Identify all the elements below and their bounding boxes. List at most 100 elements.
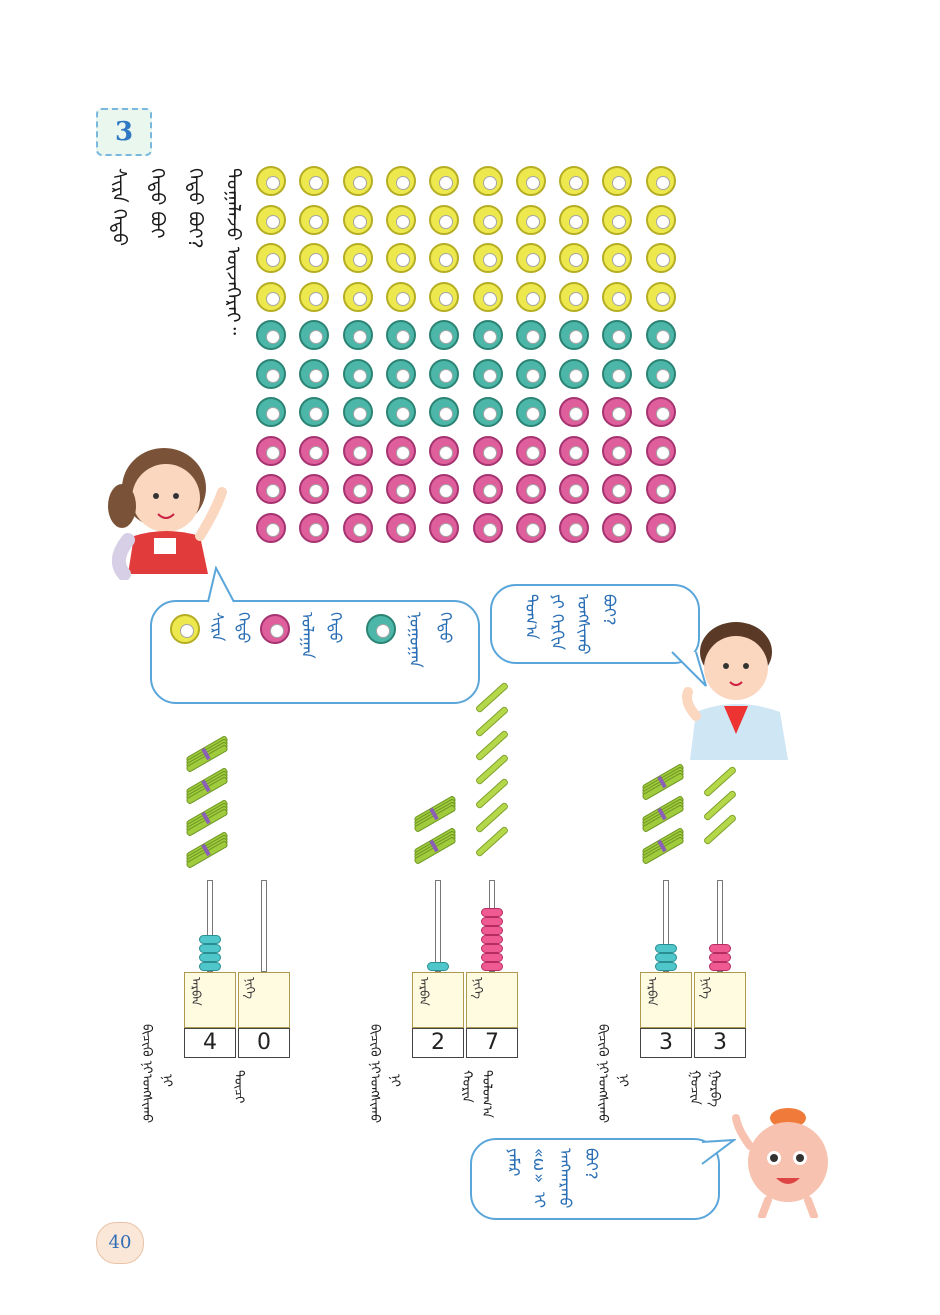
girl-illustration: [108, 448, 227, 580]
yellow-coin: [515, 166, 546, 196]
teal-coin: [515, 397, 546, 427]
pink-coin: [256, 435, 286, 466]
stick-bundle-icon: [640, 794, 686, 834]
bubble-segment: ᠨᠣᠭᠣᠭᠠᠨ: [406, 612, 425, 668]
problem-number-badge: 3: [96, 108, 152, 156]
apple-mascot-illustration: [732, 1108, 828, 1218]
question-line: ᠬᠡᠳᠦ ᠪᠣᠢ?: [184, 168, 206, 249]
tens-bead: [655, 962, 677, 971]
number-word: ᠳᠥᠴᠢ: [231, 1070, 246, 1104]
pink-coin: [472, 512, 503, 543]
ones-rod: [717, 880, 723, 972]
yellow-coin: [385, 243, 416, 273]
teal-coin: [429, 397, 460, 427]
read-label: ᠤᠩᠰᠢᠬᠤ ᠨᠢ: [367, 1074, 402, 1124]
yellow-coin: [559, 281, 590, 312]
yellow-coin: [645, 243, 676, 273]
pink-coin: [602, 474, 633, 504]
teal-coin: [559, 320, 590, 350]
ones-bead: [481, 935, 503, 944]
teal-coin: [472, 397, 503, 427]
pink-coin: [429, 435, 460, 466]
pink-coin: [602, 435, 633, 466]
pink-coin: [602, 397, 633, 427]
ones-digit: 0: [238, 1028, 290, 1058]
write-label: ᠪᠢᠴᠢᠬᠦ ᠨᠢ: [367, 1024, 382, 1074]
boy-bubble-text: ᠲᠣᠭ᠎ᠠ ᠶᠢ ᠬᠡᠷᠬᠢᠨ ᠤᠩᠰᠢᠬᠤ ᠪᠤᠢ?: [522, 594, 619, 655]
tens-place-label: ᠠᠷᠪᠠᠨ: [184, 972, 236, 1028]
teal-coin: [645, 358, 676, 389]
teal-coin: [299, 397, 330, 427]
yellow-coin: [472, 204, 503, 235]
yellow-coin: [299, 281, 330, 312]
teal-coin: [602, 320, 633, 350]
teal-coin: [342, 320, 373, 350]
ones-bead: [481, 953, 503, 962]
yellow-coin: [472, 243, 503, 273]
tens-rod: [207, 880, 213, 972]
tens-digit: 2: [412, 1028, 464, 1058]
pink-coin: [342, 512, 373, 543]
teal-coin: [299, 320, 330, 350]
tens-place-label: ᠠᠷᠪᠠᠨ: [412, 972, 464, 1028]
yellow-coin: [299, 166, 330, 196]
pink-coin: [299, 474, 330, 504]
teal-coin: [472, 320, 503, 350]
yellow-coin: [602, 243, 633, 273]
pink-coin: [559, 512, 590, 543]
coin-grid: [256, 166, 686, 556]
pink-coin: [385, 474, 416, 504]
girl-speech-bubble: ᠰᠢᠷᠠ ᠬᠡᠳᠦ ᠤᠯᠠᠭᠠᠨ ᠬᠡᠳᠦ ᠨᠣᠭᠣᠭᠠᠨ ᠬᠡᠳᠦ: [150, 600, 480, 704]
ones-bead: [481, 926, 503, 935]
yellow-coin: [602, 204, 633, 235]
teal-coin: [645, 320, 676, 350]
yellow-coin: [342, 243, 373, 273]
ones-bead: [481, 917, 503, 926]
pink-coin: [559, 474, 590, 504]
pink-coin: [385, 435, 416, 466]
teal-coin: [429, 358, 460, 389]
yellow-coin: [256, 166, 286, 196]
teal-coin: [602, 358, 633, 389]
boy-speech-bubble: ᠲᠣᠭ᠎ᠠ ᠶᠢ ᠬᠡᠷᠬᠢᠨ ᠤᠩᠰᠢᠬᠤ ᠪᠤᠢ?: [490, 584, 700, 664]
teal-coin: [515, 358, 546, 389]
tens-place-label: ᠠᠷᠪᠠᠨ: [640, 972, 692, 1028]
teal-coin: [472, 358, 503, 389]
stick-bundle-icon: [184, 766, 230, 806]
tens-digit: 3: [640, 1028, 692, 1058]
yellow-coin: [342, 166, 373, 196]
teal-coin: [342, 397, 373, 427]
yellow-coin: [602, 166, 633, 196]
pink-coin: [299, 435, 330, 466]
yellow-coin: [645, 281, 676, 312]
pink-coin: [645, 397, 676, 427]
teal-coin: [256, 320, 286, 350]
ones-place-label: ᠨᠢᠭᠡ: [694, 972, 746, 1028]
tens-rod: [435, 880, 441, 972]
ones-rod: [261, 880, 267, 972]
question-line: ᠬᠡᠳᠦ ᠪᠣᠢ: [146, 168, 168, 239]
bubble-segment: ᠬᠡᠳᠦ: [234, 612, 253, 644]
yellow-coin: [645, 204, 676, 235]
ones-bead: [709, 944, 731, 953]
ones-bead: [709, 962, 731, 971]
girl-bubble-tail: [207, 566, 235, 603]
yellow-coin: [342, 204, 373, 235]
apple-bubble-tail: [701, 1138, 736, 1165]
pink-coin: [342, 435, 373, 466]
tens-bead: [199, 935, 221, 944]
pink-coin: [429, 474, 460, 504]
pink-coin-icon: [260, 614, 290, 644]
question-line: ᠰᠢᠷᠠ ᠬᠡᠳᠦ: [108, 168, 130, 247]
ones-digit: 7: [466, 1028, 518, 1058]
yellow-coin: [515, 204, 546, 235]
yellow-coin: [515, 281, 546, 312]
ones-bead: [481, 944, 503, 953]
apple-bubble-text: ᠶᠠᠮᠠᠷ «ω» ᠢ ᠠᠩᠬᠠᠷᠬᠤ ᠪᠤᠢ?: [504, 1148, 601, 1209]
pink-coin: [385, 512, 416, 543]
yellow-coin: [429, 166, 460, 196]
pink-coin: [299, 512, 330, 543]
bubble-segment: ᠬᠡᠳᠦ: [436, 612, 455, 644]
pink-coin: [515, 512, 546, 543]
stick-bundle-icon: [184, 830, 230, 870]
